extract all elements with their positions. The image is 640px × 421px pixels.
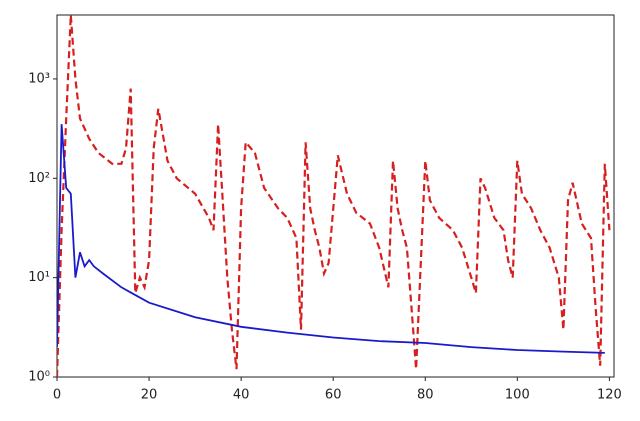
- x-tick-label: 60: [325, 388, 342, 403]
- y-tick-label: 10⁰: [28, 370, 50, 385]
- x-tick-label: 120: [597, 388, 622, 403]
- x-tick-label: 0: [53, 388, 61, 403]
- y-tick-label: 10²: [28, 171, 50, 186]
- line-series: [57, 15, 611, 377]
- y-tick-label: 10³: [28, 71, 50, 86]
- x-tick-label: 40: [233, 388, 250, 403]
- x-tick-label: 20: [141, 388, 158, 403]
- line-series: [57, 124, 605, 354]
- x-tick-label: 80: [417, 388, 434, 403]
- x-tick-label: 100: [505, 388, 530, 403]
- y-tick-label: 10¹: [28, 270, 50, 285]
- plot-frame: [56, 14, 615, 378]
